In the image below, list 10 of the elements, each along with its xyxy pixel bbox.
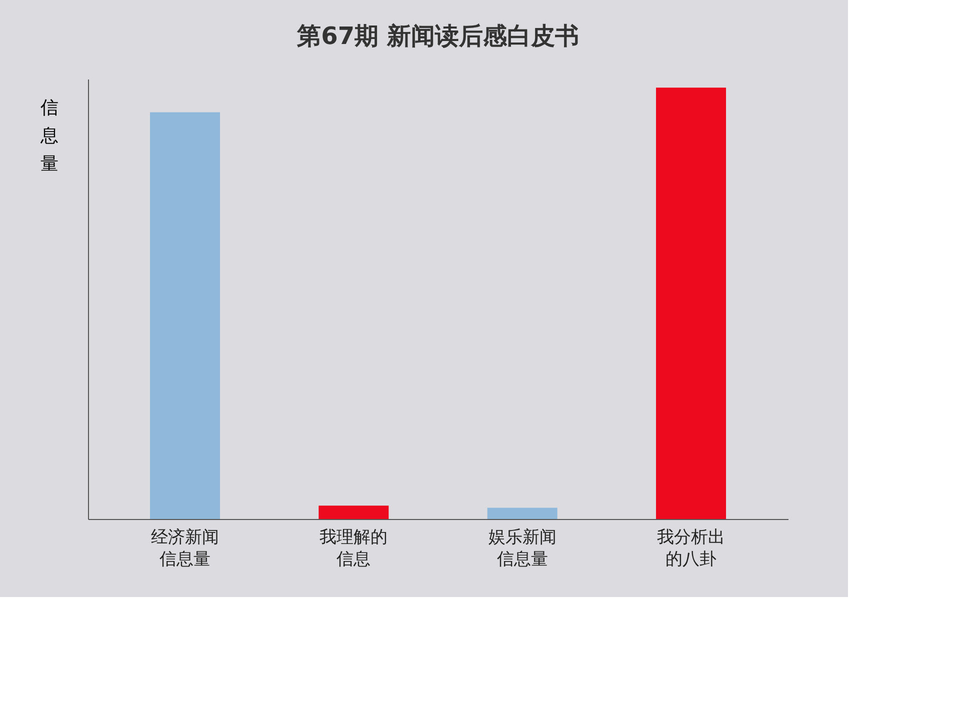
- x-tick-label: 娱乐新闻信息量: [488, 528, 556, 570]
- x-tick-label: 我理解的信息: [320, 528, 388, 570]
- chart-title: 第67期 新闻读后感白皮书: [296, 22, 579, 50]
- x-tick-label: 我分析出的八卦: [657, 528, 726, 570]
- y-axis-title: 信息量: [40, 98, 58, 174]
- bar: [656, 88, 726, 519]
- x-tick-label: 经济新闻信息量: [150, 528, 219, 570]
- bar: [150, 112, 220, 519]
- bar: [487, 508, 558, 519]
- bar: [318, 506, 389, 519]
